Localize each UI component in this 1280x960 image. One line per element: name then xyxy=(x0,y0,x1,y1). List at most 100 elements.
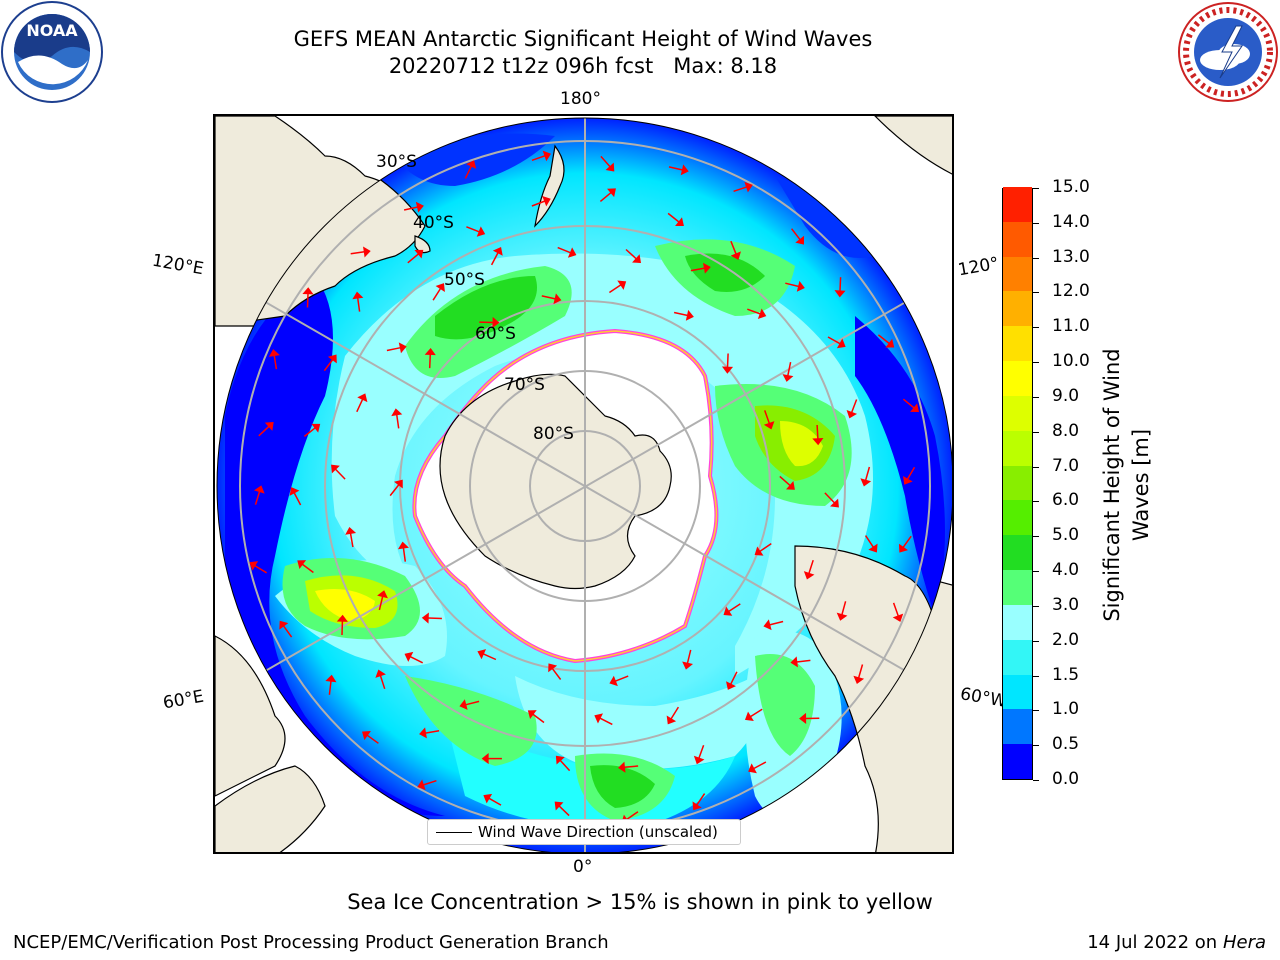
wind-arrow-head xyxy=(693,755,705,765)
wind-arrow-head xyxy=(609,675,618,687)
colorbar-tick xyxy=(1033,675,1039,677)
colorbar-tick xyxy=(1033,745,1039,747)
wind-arrow-head xyxy=(723,606,733,616)
wind-arrow-head xyxy=(836,338,846,349)
wind-arrow-head xyxy=(632,254,641,264)
wind-arrow-head xyxy=(605,162,615,172)
lon-label-60w: 60°W xyxy=(958,684,1009,712)
wind-arrow-shaft xyxy=(791,228,801,241)
wind-arrow-shaft xyxy=(864,535,875,548)
wind-arrow-head xyxy=(419,727,427,739)
colorbar-segment xyxy=(1003,604,1032,640)
wind-arrow-head xyxy=(796,280,805,292)
wind-arrow-head xyxy=(311,423,321,433)
colorbar-segment xyxy=(1003,465,1032,501)
wind-arrow-shaft xyxy=(733,186,748,193)
wind-arrow-head xyxy=(548,663,558,673)
wind-arrow-shaft xyxy=(428,354,432,369)
wind-arrow-head xyxy=(375,669,386,678)
colorbar-tick-label: 11.0 xyxy=(1052,316,1090,337)
wind-arrow-head xyxy=(795,235,805,245)
wind-arrow-shaft xyxy=(670,706,680,720)
wind-arrow-shaft xyxy=(466,226,480,233)
wind-arrow-shaft xyxy=(892,602,900,617)
wind-arrow-head xyxy=(903,475,913,485)
wind-arrow-head xyxy=(763,619,772,631)
wind-arrow-head xyxy=(483,793,493,804)
lon-label-120w: 120° xyxy=(956,253,1001,281)
lon-label-120e: 120°E xyxy=(150,250,206,280)
colorbar-tick-label: 0.5 xyxy=(1052,734,1080,755)
wind-arrow-shaft xyxy=(301,563,314,574)
wind-arrow-shaft xyxy=(334,468,346,480)
wind-arrow-shaft xyxy=(624,765,639,769)
wind-arrow-shaft xyxy=(902,535,912,549)
wind-arrow-shaft xyxy=(356,297,361,312)
colorbar-tick-label: 12.0 xyxy=(1052,281,1090,302)
wind-arrow-shaft xyxy=(626,811,639,821)
wind-arrow-head xyxy=(357,393,368,403)
colorbar-segment xyxy=(1003,290,1032,327)
colorbar-tick xyxy=(1033,640,1039,642)
wind-arrow-shaft xyxy=(551,667,562,680)
map-legend: Wind Wave Direction (unscaled) xyxy=(427,819,741,845)
wind-arrow-head xyxy=(607,188,616,198)
wind-arrow-head xyxy=(675,217,684,226)
wind-arrow-shaft xyxy=(557,246,571,254)
wind-arrow-head xyxy=(397,541,409,550)
wind-arrow-head xyxy=(336,614,348,622)
wind-arrow-shaft xyxy=(531,200,546,207)
wind-arrow-head xyxy=(477,649,487,660)
lat-label-60s: 60°S xyxy=(475,324,516,344)
wind-arrow-head xyxy=(721,366,734,374)
colorbar-title-line2: Waves [m] xyxy=(1129,428,1153,542)
wind-arrow-head xyxy=(744,181,753,193)
wind-arrow-shaft xyxy=(465,700,480,706)
wind-arrow-head xyxy=(542,150,552,162)
wind-arrow-head xyxy=(666,715,677,725)
wind-arrow-shaft xyxy=(816,424,819,440)
wind-arrow-head xyxy=(617,280,627,290)
colorbar-tick-label: 13.0 xyxy=(1052,246,1090,267)
wind-arrow-head xyxy=(702,262,711,274)
wind-arrow-head xyxy=(853,675,865,684)
wind-arrow-head xyxy=(594,713,603,724)
colorbar-segment xyxy=(1003,186,1032,222)
wind-arrow-head xyxy=(459,699,468,710)
svg-text:NOAA: NOAA xyxy=(26,21,78,40)
wind-arrow-shaft xyxy=(254,564,267,574)
wind-arrow-shaft xyxy=(796,659,811,663)
antarctica-land xyxy=(439,373,672,590)
wind-arrow-shaft xyxy=(258,425,270,437)
map-boundary xyxy=(216,117,952,852)
colorbar xyxy=(1002,186,1033,780)
legend-label: Wind Wave Direction (unscaled) xyxy=(478,823,718,841)
wind-arrow-shaft xyxy=(787,361,792,376)
wind-arrow-head xyxy=(492,316,500,329)
wind-arrow-shaft xyxy=(407,253,420,264)
wind-arrow-head xyxy=(476,226,486,237)
colorbar-tick xyxy=(1033,362,1039,364)
colorbar-segment xyxy=(1003,256,1032,292)
colorbar-tick-label: 9.0 xyxy=(1052,385,1080,406)
colorbar-segment xyxy=(1003,743,1032,779)
wind-arrow-shaft xyxy=(328,680,332,695)
colorbar-tick-label: 1.5 xyxy=(1052,664,1080,685)
wind-arrow-head xyxy=(812,437,824,446)
wind-arrow-head xyxy=(754,546,764,556)
wind-arrow-head xyxy=(618,761,626,773)
wind-arrow-head xyxy=(830,498,839,508)
colorbar-segment xyxy=(1003,360,1032,396)
wind-arrow-shaft xyxy=(696,793,706,806)
wind-arrow-head xyxy=(363,246,371,258)
wind-arrow-head xyxy=(415,201,424,213)
colorbar-tick xyxy=(1033,396,1039,398)
wind-arrow-shaft xyxy=(599,717,613,726)
wind-arrow-head xyxy=(757,308,767,320)
colorbar-tick-label: 5.0 xyxy=(1052,525,1080,546)
wind-arrow-shaft xyxy=(282,625,293,638)
wind-arrow-shaft xyxy=(409,655,424,664)
wind-arrow-shaft xyxy=(864,466,871,481)
wind-arrow-head xyxy=(834,290,846,298)
wind-arrow-shaft xyxy=(490,252,499,266)
